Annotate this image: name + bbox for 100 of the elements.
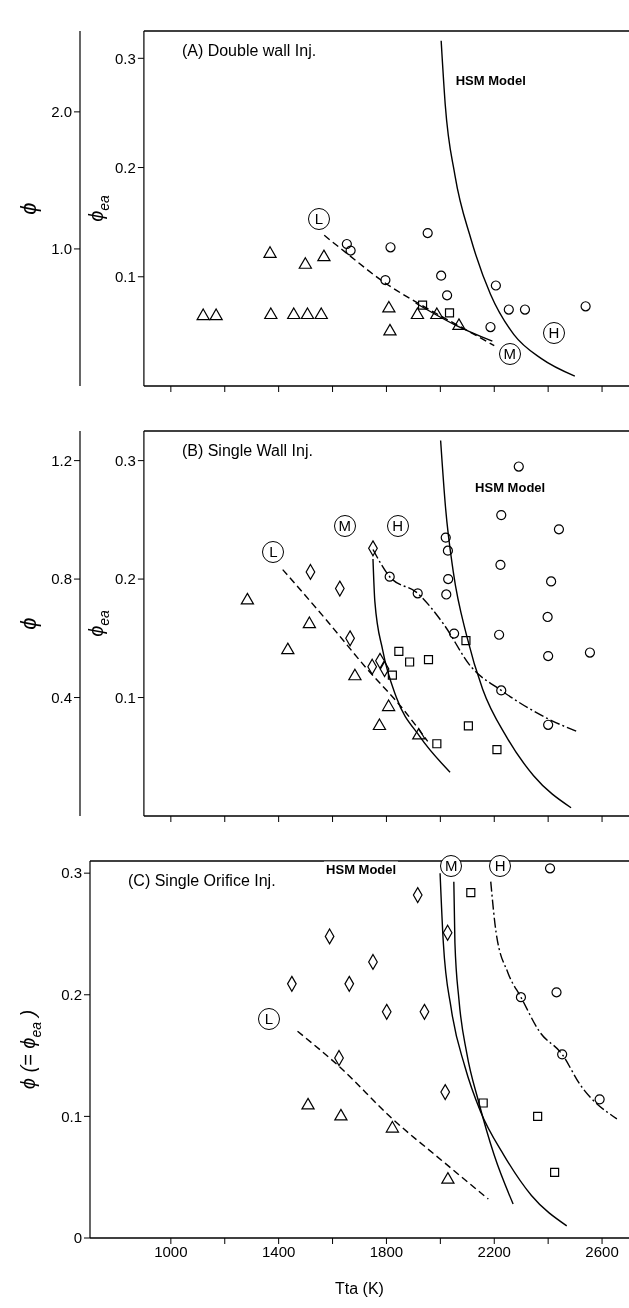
annotation: HSM Model: [324, 861, 399, 877]
y-tick-label: 0: [73, 1229, 82, 1247]
annotation: HSM Model: [473, 479, 548, 495]
point: [513, 461, 524, 472]
point: [287, 307, 301, 320]
point: [298, 257, 313, 269]
point: [263, 246, 277, 258]
point: [452, 318, 466, 331]
point: [430, 307, 444, 320]
point: [417, 300, 428, 310]
annotation: H: [542, 321, 565, 344]
point: [334, 1108, 348, 1121]
y2-axis-title: ϕ: [15, 617, 41, 630]
annotation: H: [386, 514, 409, 537]
line-series: [323, 234, 495, 347]
annotation: L: [257, 1007, 280, 1030]
point: [448, 628, 460, 639]
point: [372, 718, 387, 731]
point: [542, 611, 553, 623]
x-tick-label: 1000: [154, 1242, 188, 1260]
y-tick-label: 0.1: [115, 688, 136, 706]
point: [441, 1172, 455, 1184]
point: [384, 571, 395, 582]
point: [551, 987, 562, 998]
y2-tick-label: 0.4: [51, 688, 72, 706]
annotation: M: [440, 854, 463, 877]
x-tick-label: 1800: [369, 1242, 404, 1260]
point: [441, 290, 453, 301]
point: [341, 238, 352, 250]
y2-tick-label: 0.8: [51, 570, 72, 588]
point: [466, 888, 476, 898]
point: [348, 668, 362, 681]
point: [240, 592, 255, 605]
point: [519, 304, 531, 315]
x-tick-label: 2200: [477, 1242, 511, 1260]
annotation: L: [262, 540, 285, 563]
point: [281, 642, 295, 655]
point: [382, 300, 396, 313]
point: [543, 650, 554, 662]
line-series: [296, 1030, 490, 1200]
y-tick-label: 0.3: [61, 864, 82, 882]
point: [196, 308, 210, 321]
point: [209, 308, 223, 321]
point: [412, 588, 423, 599]
point: [461, 636, 471, 646]
point: [412, 727, 426, 740]
point: [550, 1167, 560, 1177]
annotation: H: [489, 854, 512, 877]
y2-tick-label: 2.0: [51, 103, 72, 121]
point: [422, 227, 433, 239]
line-series: [490, 880, 618, 1120]
point: [436, 270, 447, 281]
point: [546, 576, 557, 587]
text: (B) Single Wall Inj.: [181, 442, 313, 460]
point: [394, 646, 404, 656]
point: [515, 992, 527, 1003]
annotation: M: [333, 514, 356, 537]
point: [432, 739, 442, 749]
text: (C) Single Orifice Inj.: [128, 872, 276, 890]
point: [580, 301, 591, 312]
point: [423, 655, 434, 665]
y-tick-label: 0.1: [61, 1107, 82, 1125]
x-tick-label: 1400: [261, 1242, 296, 1260]
point: [490, 280, 501, 291]
point: [381, 699, 396, 712]
point: [301, 1097, 315, 1110]
text: (A) Double wall Inj.: [181, 42, 317, 60]
point: [533, 1111, 543, 1121]
point: [444, 308, 455, 318]
point: [495, 559, 506, 570]
point: [584, 647, 596, 658]
point: [496, 510, 507, 521]
y-tick-label: 0.2: [61, 986, 82, 1004]
point: [442, 545, 454, 556]
point: [594, 1094, 605, 1105]
point: [496, 685, 507, 696]
point: [544, 863, 556, 874]
y-tick-label: 0.2: [115, 570, 136, 588]
y2-tick-label: 1.2: [51, 451, 72, 469]
point: [463, 721, 473, 731]
point: [443, 573, 454, 585]
annotation: M: [498, 343, 521, 366]
point: [383, 323, 397, 336]
y-tick-label: 0.3: [115, 451, 136, 469]
point: [485, 321, 496, 333]
point: [264, 307, 278, 320]
point: [492, 745, 502, 755]
point: [302, 616, 317, 629]
point: [314, 307, 328, 320]
point: [385, 242, 396, 253]
point: [441, 589, 452, 600]
point: [553, 524, 565, 535]
annotation: HSM Model: [453, 72, 528, 88]
line-series: [440, 40, 576, 377]
x-axis-title: Tta (K): [335, 1280, 384, 1297]
y-tick-label: 0.3: [115, 49, 136, 67]
point: [440, 532, 451, 543]
point: [410, 307, 425, 320]
y2-tick-label: 1.0: [51, 240, 72, 258]
point: [493, 629, 505, 640]
